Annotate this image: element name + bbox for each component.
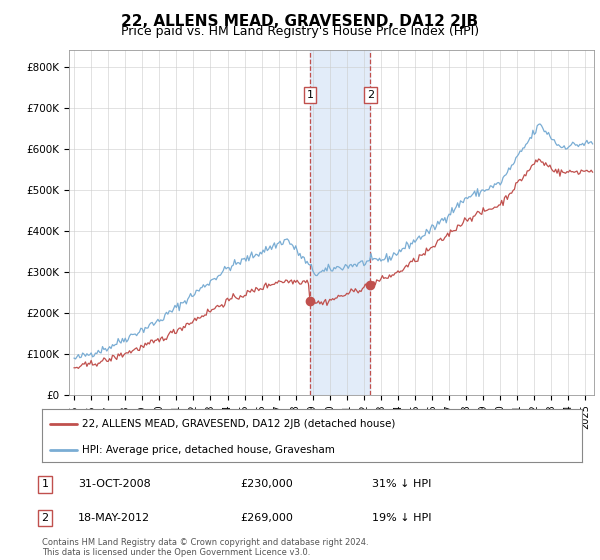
Text: 2: 2: [41, 513, 49, 523]
Text: 18-MAY-2012: 18-MAY-2012: [78, 513, 150, 523]
Text: £269,000: £269,000: [240, 513, 293, 523]
Text: Contains HM Land Registry data © Crown copyright and database right 2024.
This d: Contains HM Land Registry data © Crown c…: [42, 538, 368, 557]
Text: 31-OCT-2008: 31-OCT-2008: [78, 479, 151, 489]
Text: £230,000: £230,000: [240, 479, 293, 489]
Text: 22, ALLENS MEAD, GRAVESEND, DA12 2JB (detached house): 22, ALLENS MEAD, GRAVESEND, DA12 2JB (de…: [83, 419, 396, 429]
Bar: [310, 50, 370, 395]
Text: 31% ↓ HPI: 31% ↓ HPI: [372, 479, 431, 489]
Text: HPI: Average price, detached house, Gravesham: HPI: Average price, detached house, Grav…: [83, 445, 335, 455]
Text: Price paid vs. HM Land Registry's House Price Index (HPI): Price paid vs. HM Land Registry's House …: [121, 25, 479, 38]
Text: 19% ↓ HPI: 19% ↓ HPI: [372, 513, 431, 523]
Text: 2: 2: [367, 90, 374, 100]
Text: 22, ALLENS MEAD, GRAVESEND, DA12 2JB: 22, ALLENS MEAD, GRAVESEND, DA12 2JB: [121, 14, 479, 29]
Text: 1: 1: [41, 479, 49, 489]
Text: 1: 1: [307, 90, 313, 100]
